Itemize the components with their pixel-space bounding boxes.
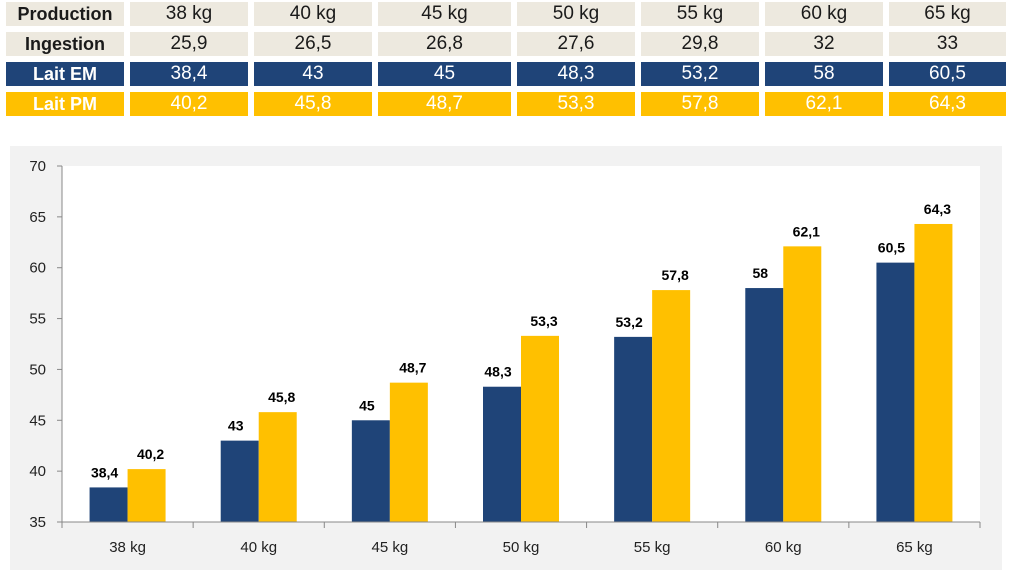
row-header-lait-pm: Lait PM: [6, 92, 124, 116]
table-cell: 40,2: [130, 92, 248, 116]
data-table: Production 38 kg 40 kg 45 kg 50 kg 55 kg…: [0, 0, 1012, 118]
x-tick-label: 38 kg: [109, 539, 146, 556]
x-tick-label: 65 kg: [896, 539, 933, 556]
table-cell: 64,3: [889, 92, 1006, 116]
x-tick-label: 45 kg: [372, 539, 409, 556]
data-label: 57,8: [662, 267, 689, 283]
data-label: 53,3: [530, 313, 557, 329]
table-row-lait-pm: Lait PM 40,2 45,8 48,7 53,3 57,8 62,1 64…: [0, 92, 1012, 116]
table-cell: 38,4: [130, 62, 248, 86]
table-cell: 29,8: [641, 32, 759, 56]
row-header-lait-em: Lait EM: [6, 62, 124, 86]
table-cell: 45: [378, 62, 511, 86]
bar-lait-em: [89, 487, 128, 522]
data-label: 45: [359, 397, 375, 413]
data-label: 48,7: [399, 360, 426, 376]
bar-lait-pm: [914, 223, 953, 522]
x-axis: 38 kg 40 kg 45 kg 50 kg 55 kg 60 kg 65 kg: [61, 521, 981, 556]
data-label: 58: [752, 265, 768, 281]
y-tick-label: 55: [29, 311, 46, 328]
table-cell: 53,3: [517, 92, 635, 116]
row-header-ingestion: Ingestion: [6, 32, 124, 56]
bar-lait-pm: [127, 469, 166, 522]
y-tick-label: 50: [29, 361, 46, 378]
chart-panel: 35 40 45 50 55 60 65 70 38 kg 40 kg 45 kg 50 kg 55 …: [10, 146, 1002, 570]
y-tick-label: 45: [29, 412, 46, 429]
table-cell: 62,1: [765, 92, 883, 116]
bar-chart: 35 40 45 50 55 60 65 70 38 kg 40 kg 45 kg 50 kg 55 …: [29, 158, 981, 556]
table-cell: 58: [765, 62, 883, 86]
table-cell: 45 kg: [378, 2, 511, 26]
table-cell: 48,7: [378, 92, 511, 116]
bars: [89, 223, 953, 522]
bar-lait-pm: [521, 335, 559, 522]
x-tick-label: 40 kg: [240, 539, 277, 556]
bar-lait-pm: [652, 290, 691, 522]
table-cell: 60,5: [889, 62, 1006, 86]
table-cell: 26,5: [254, 32, 372, 56]
table-cell: 45,8: [254, 92, 372, 116]
table-cell: 60 kg: [765, 2, 883, 26]
y-tick-label: 40: [29, 463, 46, 480]
y-tick-label: 35: [29, 514, 46, 531]
table-cell: 25,9: [130, 32, 248, 56]
bar-lait-em: [745, 288, 784, 522]
table-cell: 57,8: [641, 92, 759, 116]
row-header-production: Production: [6, 2, 124, 26]
x-tick-label: 55 kg: [634, 539, 671, 556]
data-label: 38,4: [91, 464, 118, 480]
table-cell: 26,8: [378, 32, 511, 56]
bar-lait-pm: [389, 382, 428, 522]
table-row-ingestion: Ingestion 25,9 26,5 26,8 27,6 29,8 32 33: [0, 32, 1012, 56]
table-cell: 50 kg: [517, 2, 635, 26]
data-label: 48,3: [484, 364, 511, 380]
table-cell: 55 kg: [641, 2, 759, 26]
bar-lait-pm: [783, 246, 822, 522]
bar-lait-em: [220, 440, 259, 522]
bar-lait-em: [351, 420, 390, 522]
table-cell: 65 kg: [889, 2, 1006, 26]
bar-lait-pm: [258, 412, 297, 522]
table-cell: 33: [889, 32, 1006, 56]
data-labels: 38,4 40,2 43 45,8 45 48,7 48,3 53,3 53,2 57,8 58 62…: [91, 201, 951, 480]
y-axis: 35 40 45 50 55 60 65 70: [29, 158, 63, 531]
y-tick-label: 60: [29, 260, 46, 277]
table-cell: 43: [254, 62, 372, 86]
x-tick-label: 60 kg: [765, 539, 802, 556]
y-tick-label: 70: [29, 158, 46, 175]
table-cell: 40 kg: [254, 2, 372, 26]
data-label: 60,5: [878, 240, 905, 256]
data-label: 62,1: [793, 223, 820, 239]
data-label: 45,8: [268, 389, 295, 405]
bar-lait-em: [614, 336, 653, 522]
table-row-lait-em: Lait EM 38,4 43 45 48,3 53,2 58 60,5: [0, 62, 1012, 86]
data-label: 43: [228, 418, 244, 434]
data-label: 53,2: [616, 314, 643, 330]
table-cell: 38 kg: [130, 2, 248, 26]
bar-lait-em: [483, 386, 521, 522]
x-tick-label: 50 kg: [503, 539, 540, 556]
table-cell: 27,6: [517, 32, 635, 56]
bar-lait-em: [876, 262, 915, 522]
y-tick-label: 65: [29, 209, 46, 226]
table-cell: 32: [765, 32, 883, 56]
table-cell: 48,3: [517, 62, 635, 86]
table-row-production: Production 38 kg 40 kg 45 kg 50 kg 55 kg…: [0, 2, 1012, 26]
data-label: 40,2: [137, 446, 164, 462]
table-cell: 53,2: [641, 62, 759, 86]
data-label: 64,3: [924, 201, 951, 217]
